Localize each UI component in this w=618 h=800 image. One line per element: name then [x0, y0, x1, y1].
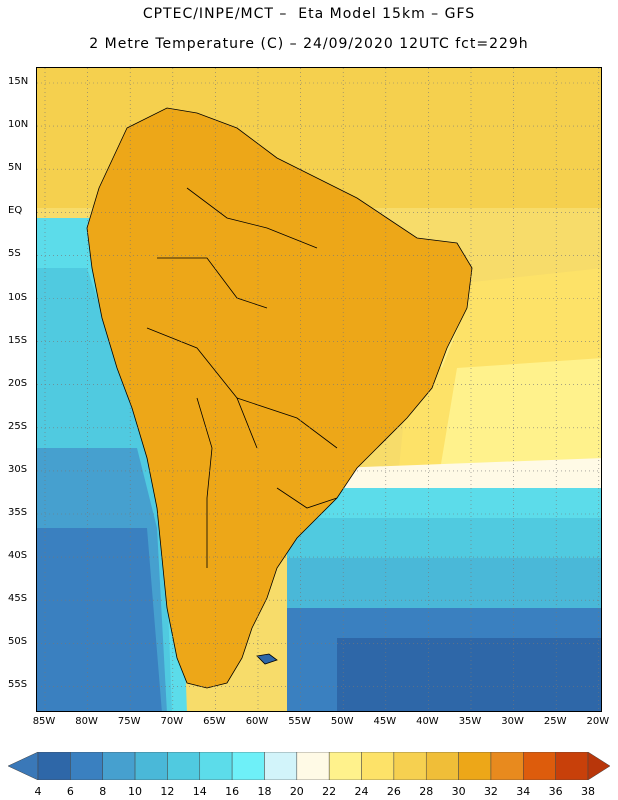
colorbar-tick-label: 16 [225, 785, 240, 798]
latitude-label: 10S [8, 291, 28, 303]
colorbar-tick-label: 28 [419, 785, 434, 798]
colorbar-swatch [425, 752, 459, 780]
temperature-map [36, 67, 602, 712]
map-title: CPTEC/INPE/MCT – Eta Model 15km – GFS [142, 6, 476, 22]
colorbar-swatch [199, 752, 233, 780]
colorbar-swatch [490, 752, 524, 780]
colorbar-tick-label: 14 [192, 785, 207, 798]
latitude-label: 15S [8, 334, 28, 346]
colorbar-tick-label: 36 [548, 785, 563, 798]
latitude-label: 5N [8, 162, 22, 174]
latitude-label: 30S [8, 463, 28, 475]
latitude-label: 45S [8, 593, 28, 605]
longitude-label: 40W [416, 716, 439, 727]
longitude-label: 20W [586, 716, 610, 727]
latitude-label: 50S [8, 636, 28, 648]
colorbar-tick-label: 26 [386, 785, 401, 798]
colorbar-swatch [555, 752, 589, 780]
colorbar-swatch [296, 752, 330, 780]
colorbar-tick-label: 18 [257, 785, 272, 798]
longitude-label: 70W [160, 716, 184, 727]
latitude-label: 5S [8, 248, 21, 260]
colorbar-tick-label: 4 [34, 785, 42, 798]
longitude-label: 50W [330, 716, 354, 727]
colorbar-tick-label: 24 [354, 785, 369, 798]
colorbar-swatch [102, 752, 136, 780]
colorbar-swatch [37, 752, 71, 780]
latitude-label: 40S [8, 550, 28, 562]
latitude-label: 20S [8, 377, 28, 389]
longitude-label: 55W [288, 716, 311, 727]
longitude-label: 80W [75, 716, 98, 727]
colorbar-high-arrow [587, 752, 610, 780]
longitude-label: 65W [203, 716, 226, 727]
latitude-label: 35S [8, 507, 28, 518]
colorbar-swatch [361, 752, 395, 780]
latitude-label: 10N [8, 119, 29, 131]
colorbar-tick-label: 12 [160, 785, 175, 798]
latitude-label: 55S [8, 679, 28, 691]
longitude-label: 30W [501, 716, 524, 727]
longitude-label: 25W [543, 716, 567, 727]
longitude-label: 35W [458, 716, 482, 727]
latitude-label: 25S [8, 420, 28, 432]
latitude-label: EQ [8, 205, 23, 217]
map-subtitle: 2 Metre Temperature (C) – 24/09/2020 12U… [89, 36, 529, 52]
colorbar-tick-label: 32 [483, 785, 498, 798]
longitude-label: 45W [373, 716, 397, 727]
temperature-colorbar [8, 752, 610, 780]
colorbar-swatch [393, 752, 427, 780]
latitude-label: 15N [8, 76, 29, 87]
longitude-label: 85W [32, 716, 56, 727]
longitude-label: 75W [117, 716, 141, 727]
colorbar-tick-label: 34 [516, 785, 531, 798]
colorbar-tick-label: 38 [581, 785, 595, 798]
colorbar-low-arrow [8, 752, 39, 780]
colorbar-swatch [134, 752, 168, 780]
colorbar-tick-label: 8 [99, 785, 107, 798]
colorbar-swatch [328, 752, 362, 780]
colorbar-tick-label: 10 [128, 785, 143, 798]
colorbar-tick-label: 6 [66, 785, 74, 798]
longitude-label: 60W [245, 716, 269, 727]
temperature-map-canvas [37, 68, 601, 711]
colorbar-tick-label: 22 [322, 785, 337, 798]
colorbar-swatch [458, 752, 492, 780]
colorbar-tick-label: 30 [451, 785, 466, 798]
colorbar-swatch [231, 752, 265, 780]
colorbar-swatch [167, 752, 201, 780]
colorbar-swatch [264, 752, 298, 780]
colorbar-swatch [70, 752, 103, 780]
colorbar-swatch [523, 752, 556, 780]
colorbar-tick-label: 20 [289, 785, 304, 798]
